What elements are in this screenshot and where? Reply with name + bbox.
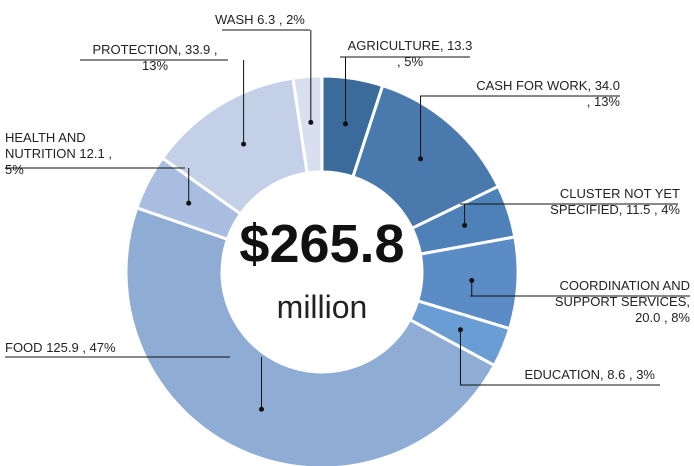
leader-line bbox=[470, 280, 690, 297]
leader-line bbox=[340, 56, 470, 124]
slice-label: PROTECTION, 33.9 , 13% bbox=[80, 42, 230, 74]
slice-label: EDUCATION, 8.6 , 3% bbox=[505, 367, 655, 383]
leader-dot bbox=[418, 156, 424, 162]
leader-dot bbox=[462, 222, 468, 228]
value-label: 8.6 , 3% bbox=[607, 367, 655, 382]
category-label: WASH bbox=[215, 12, 254, 27]
category-label: HEALTH AND NUTRITION bbox=[5, 130, 86, 161]
category-label: AGRICULTURE, bbox=[347, 38, 444, 53]
category-label: EDUCATION, bbox=[524, 367, 604, 382]
leader-dot bbox=[186, 200, 192, 206]
leader-dot bbox=[308, 119, 314, 125]
slice-label: WASH 6.3 , 2% bbox=[215, 12, 305, 28]
value-label: 6.3 , 2% bbox=[257, 12, 305, 27]
slice bbox=[291, 74, 324, 175]
slice-label: COORDINATION AND SUPPORT SERVICES, 20.0 … bbox=[538, 278, 690, 326]
category-label: COORDINATION AND SUPPORT SERVICES, bbox=[554, 278, 690, 309]
value-label: 34.0 , 13% bbox=[586, 78, 620, 109]
slice-label: HEALTH AND NUTRITION 12.1 , 5% bbox=[5, 130, 115, 178]
value-label: 12.1 , 5% bbox=[5, 146, 112, 177]
leader-dot bbox=[469, 278, 475, 284]
value-label: 33.9 , 13% bbox=[141, 42, 218, 73]
category-label: PROTECTION, bbox=[92, 42, 182, 57]
center-value: $265.8 bbox=[239, 214, 404, 274]
category-label: CLUSTER NOT YET SPECIFIED, bbox=[550, 186, 680, 217]
value-label: 11.5 , 4% bbox=[626, 202, 680, 217]
value-label: 13.3 , 5% bbox=[396, 38, 473, 69]
value-label: 20.0 , 8% bbox=[635, 310, 690, 325]
leader-dot bbox=[241, 141, 247, 147]
slice bbox=[124, 205, 497, 466]
leader-dot bbox=[343, 121, 349, 127]
leader-dot bbox=[457, 327, 463, 333]
leader-line bbox=[80, 59, 245, 145]
slice-label: AGRICULTURE, 13.3 , 5% bbox=[345, 38, 475, 70]
category-label: CASH FOR WORK, bbox=[476, 78, 592, 93]
slice-label: CASH FOR WORK, 34.0 , 13% bbox=[470, 78, 620, 110]
center-unit: million bbox=[277, 289, 368, 325]
leader-line bbox=[460, 203, 678, 226]
leader-dot bbox=[258, 406, 264, 412]
leader-line bbox=[420, 95, 620, 159]
leader-line bbox=[459, 329, 660, 386]
value-label: 125.9 , 47% bbox=[46, 340, 116, 355]
leader-line bbox=[222, 29, 312, 123]
leader-line bbox=[5, 167, 190, 204]
leader-line bbox=[5, 356, 262, 410]
slice-label: CLUSTER NOT YET SPECIFIED, 11.5 , 4% bbox=[515, 186, 680, 218]
category-label: FOOD bbox=[5, 340, 43, 355]
slice-label: FOOD 125.9 , 47% bbox=[5, 340, 135, 356]
